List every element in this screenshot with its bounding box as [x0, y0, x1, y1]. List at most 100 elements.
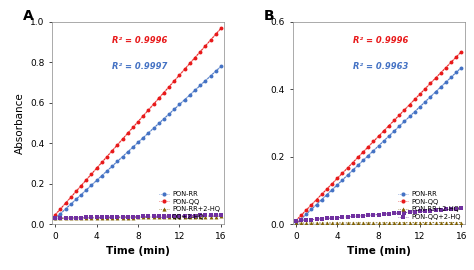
- PON-RR: [309, 208, 314, 211]
- PON-RR+2-HQ: [365, 221, 371, 224]
- PON-RR+2-HQ: [314, 221, 319, 225]
- PON-QQ: [438, 71, 444, 75]
- PON-QQ+2-HQ: [443, 208, 449, 211]
- Line: PON-RR+2-HQ: PON-RR+2-HQ: [294, 221, 464, 225]
- PON-RR: [371, 149, 376, 152]
- PON-RR: [140, 136, 146, 139]
- PON-RR: [172, 107, 177, 111]
- PON-QQ: [89, 173, 94, 176]
- PON-QQ+2-HQ: [433, 209, 438, 212]
- PON-RR+2-HQ: [401, 221, 407, 224]
- PON-RR: [68, 202, 73, 206]
- PON-RR: [293, 222, 299, 226]
- PON-QQ: [197, 50, 203, 53]
- PON-QQ+2-HQ: [350, 215, 356, 218]
- PON-QQ: [329, 182, 335, 185]
- PON-RR: [125, 150, 130, 154]
- PON-QQ: [78, 184, 84, 187]
- PON-RR+2-HQ: [63, 217, 68, 220]
- PON-RR: [53, 217, 58, 220]
- PON-RR+2-HQ: [135, 216, 141, 219]
- PON-QQ: [350, 161, 356, 164]
- Line: QQ+2-HQ: QQ+2-HQ: [53, 213, 223, 220]
- PON-RR+2-HQ: [350, 221, 356, 225]
- PON-RR+2-HQ: [417, 221, 423, 224]
- PON-QQ: [339, 171, 345, 175]
- Line: PON-QQ: PON-QQ: [294, 50, 464, 223]
- PON-RR: [177, 103, 182, 106]
- QQ+2-HQ: [57, 216, 63, 220]
- QQ+2-HQ: [130, 215, 136, 218]
- PON-RR: [422, 100, 428, 103]
- QQ+2-HQ: [156, 215, 162, 218]
- PON-RR+2-HQ: [386, 221, 392, 224]
- PON-QQ: [386, 124, 392, 127]
- QQ+2-HQ: [115, 215, 120, 218]
- PON-RR+2-HQ: [78, 217, 84, 220]
- PON-QQ+2-HQ: [293, 219, 299, 222]
- PON-RR+2-HQ: [309, 221, 314, 225]
- PON-QQ: [53, 213, 58, 217]
- PON-RR: [151, 127, 156, 130]
- PON-RR: [350, 169, 356, 172]
- PON-QQ+2-HQ: [371, 213, 376, 217]
- PON-QQ: [298, 214, 304, 217]
- PON-RR: [156, 122, 162, 125]
- Text: B: B: [264, 9, 274, 23]
- QQ+2-HQ: [104, 215, 110, 219]
- PON-RR: [407, 115, 412, 118]
- PON-QQ: [182, 68, 188, 71]
- PON-QQ+2-HQ: [392, 212, 397, 215]
- PON-RR: [213, 70, 219, 73]
- PON-RR: [412, 110, 418, 113]
- PON-RR: [339, 178, 345, 182]
- Line: PON-QQ+2-HQ: PON-QQ+2-HQ: [294, 206, 464, 223]
- PON-RR: [135, 141, 141, 144]
- PON-RR: [438, 85, 444, 89]
- Text: A: A: [23, 9, 34, 23]
- PON-RR+2-HQ: [422, 221, 428, 224]
- PON-QQ: [448, 61, 454, 64]
- Text: R² = 0.9997: R² = 0.9997: [112, 62, 168, 71]
- QQ+2-HQ: [192, 214, 198, 217]
- PON-RR+2-HQ: [412, 221, 418, 224]
- QQ+2-HQ: [218, 214, 224, 217]
- PON-RR+2-HQ: [392, 221, 397, 224]
- PON-RR+2-HQ: [345, 221, 350, 225]
- PON-RR: [345, 174, 350, 177]
- PON-QQ+2-HQ: [334, 216, 340, 219]
- PON-RR+2-HQ: [182, 215, 188, 218]
- PON-RR+2-HQ: [438, 221, 444, 224]
- PON-RR: [433, 90, 438, 94]
- QQ+2-HQ: [89, 216, 94, 219]
- PON-RR: [83, 188, 89, 191]
- PON-RR+2-HQ: [303, 221, 309, 225]
- PON-QQ+2-HQ: [381, 212, 387, 216]
- QQ+2-HQ: [63, 216, 68, 220]
- PON-QQ: [309, 203, 314, 207]
- PON-RR+2-HQ: [454, 221, 459, 224]
- PON-QQ+2-HQ: [448, 207, 454, 211]
- PON-QQ: [218, 27, 224, 30]
- PON-QQ: [104, 155, 110, 158]
- Legend: PON-RR, PON-QQ, PON-RR+2-HQ, PON-QQ+2-HQ: PON-RR, PON-QQ, PON-RR+2-HQ, PON-QQ+2-HQ: [398, 190, 461, 221]
- PON-RR+2-HQ: [192, 215, 198, 218]
- Text: R² = 0.9996: R² = 0.9996: [353, 36, 408, 45]
- PON-QQ: [213, 33, 219, 36]
- QQ+2-HQ: [94, 216, 100, 219]
- PON-RR+2-HQ: [334, 221, 340, 225]
- PON-QQ: [365, 145, 371, 149]
- PON-RR: [78, 193, 84, 196]
- QQ+2-HQ: [182, 214, 188, 217]
- PON-QQ: [125, 132, 130, 135]
- PON-RR: [454, 71, 459, 74]
- PON-RR: [197, 84, 203, 87]
- PON-QQ: [172, 79, 177, 83]
- PON-QQ+2-HQ: [345, 215, 350, 218]
- PON-QQ: [428, 82, 433, 85]
- PON-QQ: [161, 91, 167, 94]
- PON-RR: [119, 155, 125, 158]
- PON-RR: [458, 66, 464, 69]
- PON-QQ: [396, 113, 402, 117]
- PON-RR+2-HQ: [208, 215, 213, 218]
